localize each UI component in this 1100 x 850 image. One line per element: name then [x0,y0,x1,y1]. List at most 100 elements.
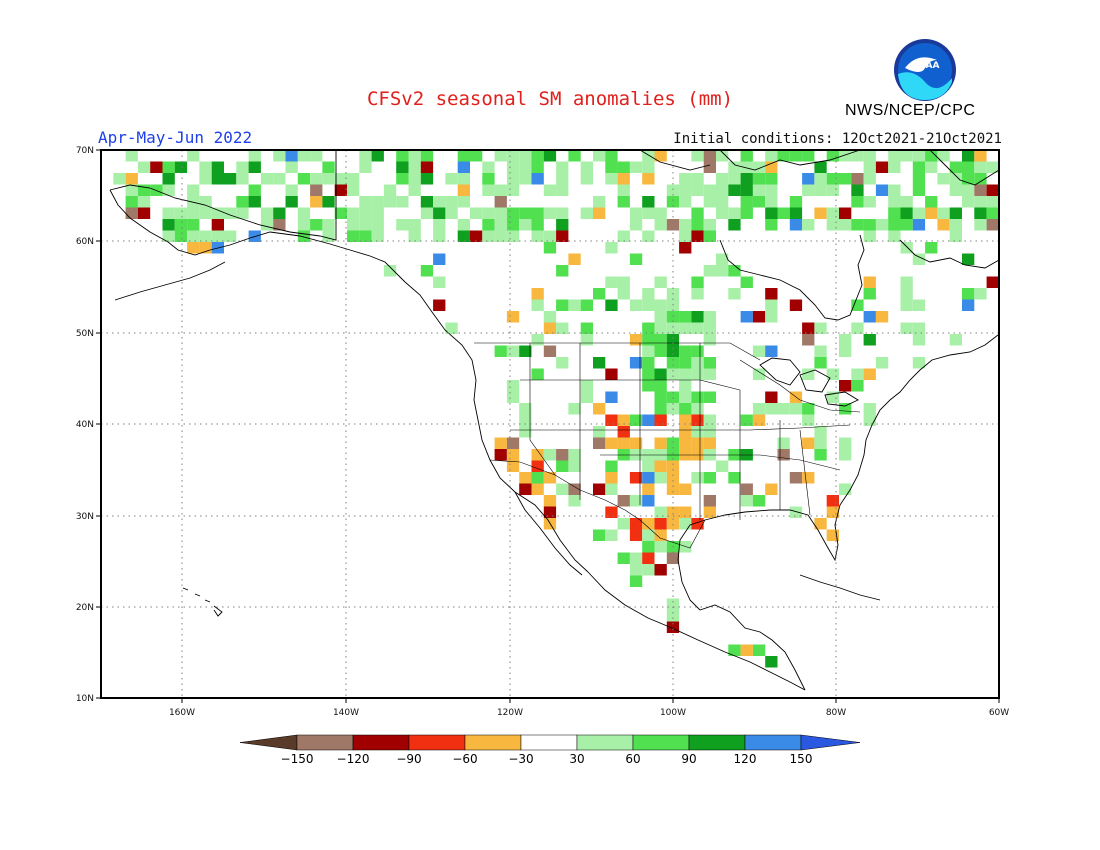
anomaly-cell [629,334,643,346]
anomaly-cell [211,161,224,173]
tick-marks [96,149,1000,703]
anomaly-cell [556,219,569,231]
anomaly-cell [679,483,692,495]
anomaly-cell [605,483,618,495]
anomaly-cell [765,345,778,357]
anomaly-cell [986,207,999,219]
anomaly-cell [654,403,667,415]
anomaly-cell [703,150,716,162]
anomaly-cell [752,368,766,380]
anomaly-cell [506,449,520,461]
anomaly-cell [494,345,507,357]
anomaly-cell [802,184,815,196]
anomaly-cell [568,460,581,472]
anomaly-cell [457,196,470,208]
anomaly-cell [531,288,544,300]
anomaly-cell [408,219,421,231]
anomaly-cell [322,161,335,173]
anomaly-cell [556,460,569,472]
anomaly-cell [433,253,446,265]
anomaly-cell [629,529,643,541]
anomaly-cell [703,414,716,426]
anomaly-cell [371,196,384,208]
anomaly-cell [617,173,630,185]
anomaly-cell [605,150,618,162]
anomaly-cell [568,403,581,415]
anomaly-cell [297,207,311,219]
anomaly-cell [543,495,557,507]
anomaly-cell [839,219,852,231]
anomaly-cell [752,414,766,426]
anomaly-cell [716,196,729,208]
anomaly-cell [506,150,520,162]
anomaly-cell [765,173,778,185]
anomaly-cell [679,414,692,426]
anomaly-cell [851,322,864,334]
anomaly-cell [506,437,520,449]
lon-label: 100W [660,708,686,718]
anomaly-cell [789,150,803,162]
anomaly-cell [605,472,618,484]
anomaly-cell [260,207,274,219]
anomaly-cell [310,173,323,185]
anomaly-cell [863,334,876,346]
anomaly-cell [666,184,680,196]
anomaly-cell [875,311,889,323]
lat-label: 30N [76,512,94,522]
anomaly-cell [199,242,212,254]
anomaly-cell [703,368,716,380]
anomaly-cell [187,207,200,219]
anomaly-cell [642,495,655,507]
anomaly-cell [826,184,839,196]
anomaly-cell [642,460,655,472]
anomaly-cell [162,184,175,196]
anomaly-cell [863,150,876,162]
anomaly-cell [679,230,692,242]
anomaly-cell [248,161,261,173]
colorbar-swatch [296,734,354,751]
anomaly-cell [433,196,446,208]
anomaly-cell [851,150,864,162]
anomaly-cell [949,184,962,196]
anomaly-cell [642,322,655,334]
anomaly-cell [937,207,950,219]
anomaly-cell [470,230,483,242]
anomaly-cell [642,472,655,484]
anomaly-cell [580,322,593,334]
anomaly-cell [531,161,544,173]
anomaly-cell [654,311,667,323]
anomaly-cell [383,265,397,277]
anomaly-cell [752,173,766,185]
anomaly-cell [986,161,999,173]
anomaly-cell [531,460,544,472]
anomaly-cell [605,276,618,288]
anomaly-cell [900,288,913,300]
anomaly-cell [912,150,926,162]
anomaly-cell [765,150,778,162]
anomaly-cell [962,299,975,311]
anomaly-cell [679,322,692,334]
anomaly-cell [962,253,975,265]
anomaly-cell [445,173,458,185]
anomaly-cell [125,184,138,196]
anomaly-cell [691,357,704,369]
anomaly-cell [974,150,987,162]
anomaly-cell [912,219,926,231]
anomaly-cell [457,161,470,173]
lat-labels: 70N 60N 50N 40N 30N 20N 10N [76,146,94,704]
anomaly-cell [334,184,347,196]
anomaly-cell [777,437,790,449]
anomaly-cell [703,357,716,369]
anomaly-cell [740,414,753,426]
anomaly-cell [875,357,889,369]
anomaly-cell [679,184,692,196]
anomaly-cell [691,403,704,415]
anomaly-cell [703,437,716,449]
anomaly-cell [359,230,372,242]
anomaly-cell [679,345,692,357]
anomaly-cell [679,506,692,518]
anomaly-cell [383,184,397,196]
anomaly-cell [814,518,827,530]
anomaly-cell [531,299,544,311]
